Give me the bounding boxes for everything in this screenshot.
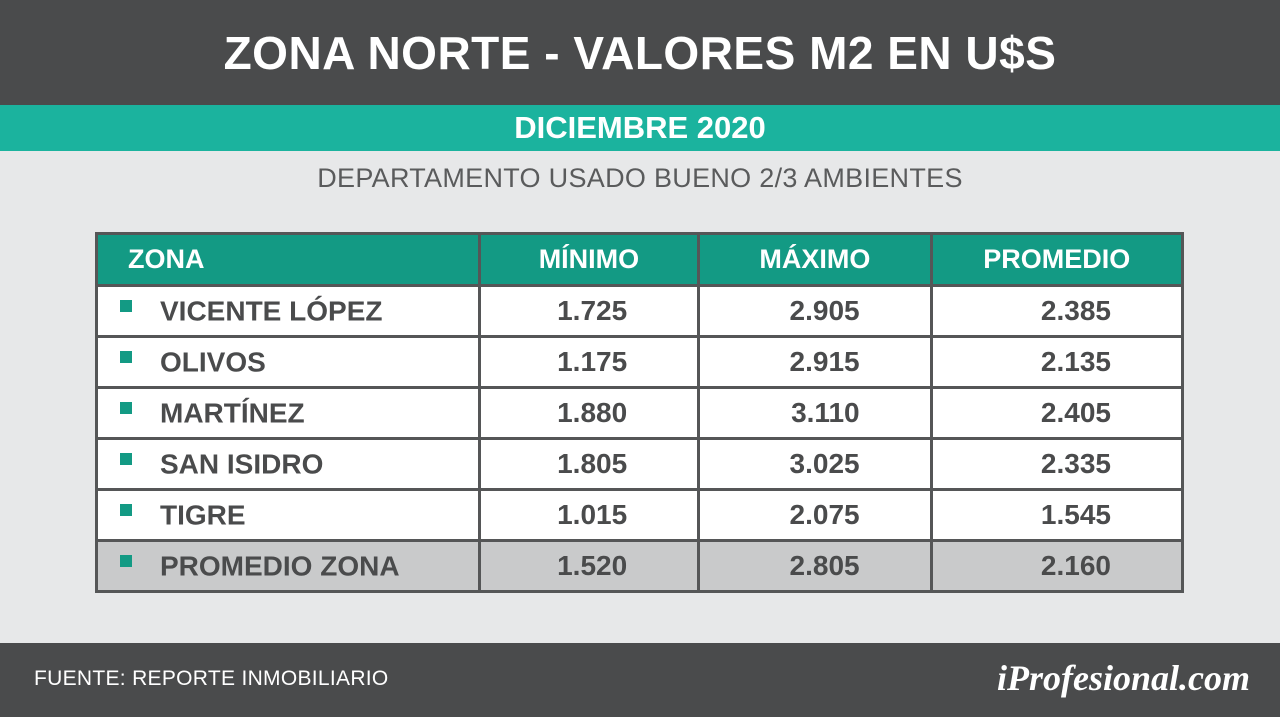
zona-name: MARTÍNEZ: [160, 397, 305, 429]
maximo-value: 2.805: [697, 539, 933, 593]
minimo-value: 1.805: [477, 437, 701, 491]
date-label: DICIEMBRE 2020: [514, 110, 766, 145]
maximo-value: 2.075: [697, 488, 933, 542]
zona-cell: MARTÍNEZ: [95, 386, 481, 440]
promedio-value: 2.335: [929, 437, 1185, 491]
zona-name: TIGRE: [160, 499, 246, 531]
promedio-value: 2.160: [929, 539, 1185, 593]
price-table-container: ZONA MÍNIMO MÁXIMO PROMEDIO VICENTE LÓPE…: [95, 232, 1185, 593]
table-row: VICENTE LÓPEZ 1.725 2.905 2.385: [95, 284, 1185, 338]
column-header-minimo: MÍNIMO: [477, 232, 701, 287]
promedio-value: 2.385: [929, 284, 1185, 338]
maximo-value: 2.905: [697, 284, 933, 338]
header-bar: ZONA NORTE - VALORES M2 EN U$S: [0, 0, 1280, 105]
column-header-maximo: MÁXIMO: [697, 232, 933, 287]
source-note: FUENTE: REPORTE INMOBILIARIO: [34, 667, 389, 690]
zona-cell: OLIVOS: [95, 335, 481, 389]
column-header-promedio: PROMEDIO: [929, 232, 1185, 287]
date-band: DICIEMBRE 2020: [0, 105, 1280, 151]
brand-logo: iProfesional.com: [997, 658, 1250, 698]
subtitle: DEPARTAMENTO USADO BUENO 2/3 AMBIENTES: [317, 163, 963, 193]
maximo-value: 3.110: [697, 386, 933, 440]
maximo-value: 3.025: [697, 437, 933, 491]
zona-cell: SAN ISIDRO: [95, 437, 481, 491]
table-row: TIGRE 1.015 2.075 1.545: [95, 488, 1185, 542]
minimo-value: 1.015: [477, 488, 701, 542]
minimo-value: 1.725: [477, 284, 701, 338]
minimo-value: 1.880: [477, 386, 701, 440]
square-bullet-icon: [120, 299, 132, 312]
table-row: MARTÍNEZ 1.880 3.110 2.405: [95, 386, 1185, 440]
zona-cell: PROMEDIO ZONA: [95, 539, 481, 593]
table-row: OLIVOS 1.175 2.915 2.135: [95, 335, 1185, 389]
square-bullet-icon: [120, 554, 132, 567]
square-bullet-icon: [120, 452, 132, 465]
table-row-average: PROMEDIO ZONA 1.520 2.805 2.160: [95, 539, 1185, 593]
promedio-value: 2.405: [929, 386, 1185, 440]
zona-name: OLIVOS: [160, 346, 266, 378]
zona-name: PROMEDIO ZONA: [160, 550, 400, 582]
minimo-value: 1.520: [477, 539, 701, 593]
zona-cell: TIGRE: [95, 488, 481, 542]
square-bullet-icon: [120, 401, 132, 414]
page-title: ZONA NORTE - VALORES M2 EN U$S: [223, 26, 1057, 79]
price-table: ZONA MÍNIMO MÁXIMO PROMEDIO VICENTE LÓPE…: [95, 232, 1185, 593]
promedio-value: 2.135: [929, 335, 1185, 389]
column-header-zona: ZONA: [95, 232, 481, 287]
maximo-value: 2.915: [697, 335, 933, 389]
promedio-value: 1.545: [929, 488, 1185, 542]
zona-cell: VICENTE LÓPEZ: [95, 284, 481, 338]
square-bullet-icon: [120, 350, 132, 363]
square-bullet-icon: [120, 503, 132, 516]
table-row: SAN ISIDRO 1.805 3.025 2.335: [95, 437, 1185, 491]
table-header-row: ZONA MÍNIMO MÁXIMO PROMEDIO: [95, 232, 1185, 287]
zona-name: SAN ISIDRO: [160, 448, 324, 480]
footer-bar: FUENTE: REPORTE INMOBILIARIO iProfesiona…: [0, 643, 1280, 717]
minimo-value: 1.175: [477, 335, 701, 389]
zona-name: VICENTE LÓPEZ: [160, 295, 383, 327]
